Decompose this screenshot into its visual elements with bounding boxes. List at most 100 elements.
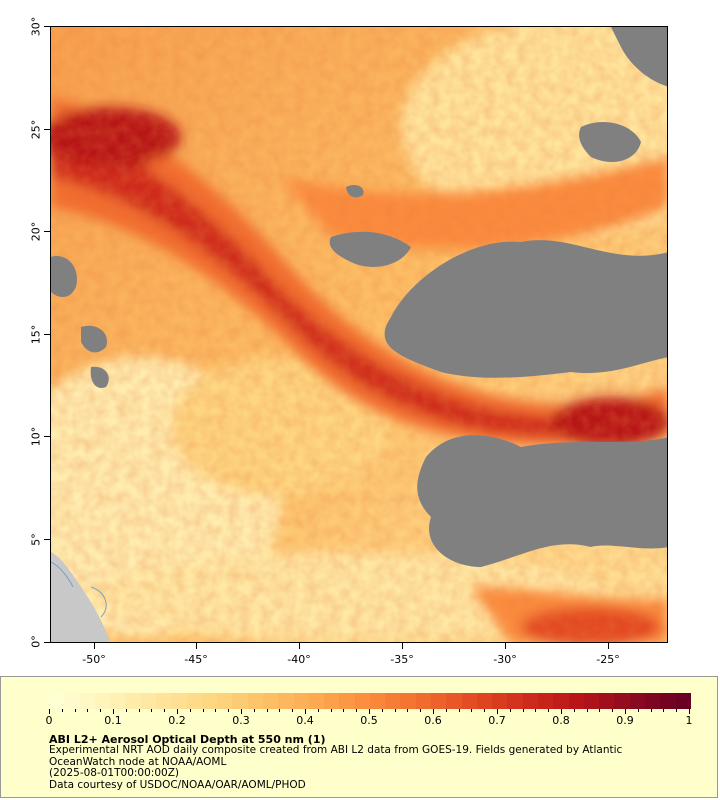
colorbar-segment: [553, 693, 569, 709]
colorbar-segment: [171, 693, 187, 709]
colorbar-tick-mark: [49, 709, 50, 714]
colorbar-tick-mark: [663, 709, 665, 712]
colorbar-tick-mark: [445, 709, 447, 712]
colorbar-tick-mark: [215, 709, 217, 712]
colorbar-segment: [354, 693, 370, 709]
colorbar-segment: [49, 693, 65, 709]
colorbar-tick-label: 0.8: [552, 714, 570, 727]
colorbar-tick-mark: [458, 709, 460, 712]
colorbar-segment: [400, 693, 416, 709]
colorbar-tick-mark: [189, 709, 191, 712]
colorbar-tick-mark: [305, 709, 306, 714]
colorbar-tick-mark: [113, 709, 114, 714]
legend-title: ABI L2+ Aerosol Optical Depth at 550 nm …: [49, 733, 326, 746]
colorbar-tick-mark: [535, 709, 537, 712]
colorbar-tick-mark: [407, 709, 409, 712]
colorbar-tick-mark: [676, 709, 678, 712]
colorbar-tick-mark: [253, 709, 255, 712]
colorbar-segment: [385, 693, 401, 709]
colorbar-tick-mark: [381, 709, 383, 712]
description-line: (2025-08-01T00:00:00Z): [49, 767, 179, 779]
colorbar-tick-mark: [177, 709, 178, 714]
colorbar-tick-mark: [317, 709, 319, 712]
colorbar-segment: [644, 693, 661, 709]
colorbar-tick-label: 0: [45, 714, 53, 727]
colorbar-tick-mark: [586, 709, 588, 712]
colorbar-segment: [247, 693, 263, 709]
colorbar-segment: [614, 693, 630, 709]
colorbar-tick-label: 0.6: [424, 714, 442, 727]
lat-tick-label: 0°: [29, 635, 43, 648]
colorbar-tick-mark: [689, 709, 690, 714]
colorbar-tick-mark: [612, 709, 614, 712]
colorbar-segment: [415, 693, 432, 709]
colorbar-tick-mark: [573, 709, 575, 712]
colorbar-tick-mark: [548, 709, 550, 712]
colorbar-tick-label: 0.4: [296, 714, 314, 727]
colorbar-segment: [431, 693, 447, 709]
lon-tick-label: -35°: [390, 653, 414, 666]
aod-map-image: [51, 27, 667, 642]
colorbar-tick-mark: [420, 709, 422, 712]
no-data-regions: [51, 27, 667, 567]
colorbar-tick-mark: [433, 709, 434, 714]
colorbar-segment: [568, 693, 584, 709]
land-region: [51, 552, 111, 642]
colorbar-tick-mark: [356, 709, 358, 712]
lon-tick-label: -50°: [82, 653, 106, 666]
colorbar-segment: [232, 693, 248, 709]
colorbar-segment: [629, 693, 645, 709]
lon-tick-label: -30°: [493, 653, 517, 666]
colorbar-tick-mark: [241, 709, 242, 714]
colorbar-segment: [217, 693, 233, 709]
lat-tick-label: 20°: [29, 221, 43, 242]
colorbar-tick-mark: [561, 709, 562, 714]
colorbar-tick-mark: [228, 709, 230, 712]
colorbar-segment: [262, 693, 279, 709]
colorbar-tick-mark: [164, 709, 166, 712]
colorbar-segment: [186, 693, 202, 709]
colorbar-tick-mark: [292, 709, 294, 712]
colorbar-tick-mark: [497, 709, 498, 714]
colorbar-tick-mark: [522, 709, 524, 712]
aod-map: [50, 26, 668, 643]
colorbar-tick-label: 0.7: [488, 714, 506, 727]
colorbar-segment: [583, 693, 600, 709]
colorbar-tick-label: 0.9: [616, 714, 634, 727]
lat-tick-label: 30°: [29, 16, 43, 37]
colorbar-tick-mark: [625, 709, 626, 714]
colorbar-tick-mark: [369, 709, 370, 714]
colorbar-segment: [79, 693, 95, 709]
colorbar-tick-mark: [100, 709, 102, 712]
colorbar-segment: [660, 693, 676, 709]
lat-tick-label: 25°: [29, 119, 43, 140]
colorbar-segment: [140, 693, 156, 709]
colorbar-segment: [599, 693, 615, 709]
colorbar-tick-mark: [138, 709, 140, 712]
colorbar-segment: [94, 693, 111, 709]
colorbar-segment: [201, 693, 218, 709]
colorbar-tick-mark: [279, 709, 281, 712]
description-line: Experimental NRT AOD daily composite cre…: [49, 744, 623, 756]
description-line: Data courtesy of USDOC/NOAA/OAR/AOML/PHO…: [49, 778, 306, 791]
colorbar-tick-mark: [74, 709, 76, 712]
colorbar: [49, 693, 691, 709]
colorbar-segment: [369, 693, 386, 709]
legend-panel: 0 0.1 0.2 0.3 0.4 0.5 0.6 0.7 0.8 0.9 1 …: [0, 676, 718, 798]
colorbar-segment: [538, 693, 554, 709]
colorbar-segment: [492, 693, 508, 709]
colorbar-segment: [507, 693, 523, 709]
colorbar-segment: [324, 693, 340, 709]
colorbar-tick-label: 0.5: [360, 714, 378, 727]
colorbar-segment: [308, 693, 325, 709]
colorbar-segment: [446, 693, 462, 709]
colorbar-segment: [476, 693, 493, 709]
description-line: OceanWatch node at NOAA/AOML: [49, 755, 227, 768]
colorbar-tick-mark: [484, 709, 486, 712]
colorbar-segment: [461, 693, 477, 709]
colorbar-tick-mark: [87, 709, 89, 712]
colorbar-segment: [278, 693, 294, 709]
lon-tick-label: -25°: [596, 653, 620, 666]
colorbar-segment: [339, 693, 355, 709]
colorbar-tick-mark: [394, 709, 396, 712]
